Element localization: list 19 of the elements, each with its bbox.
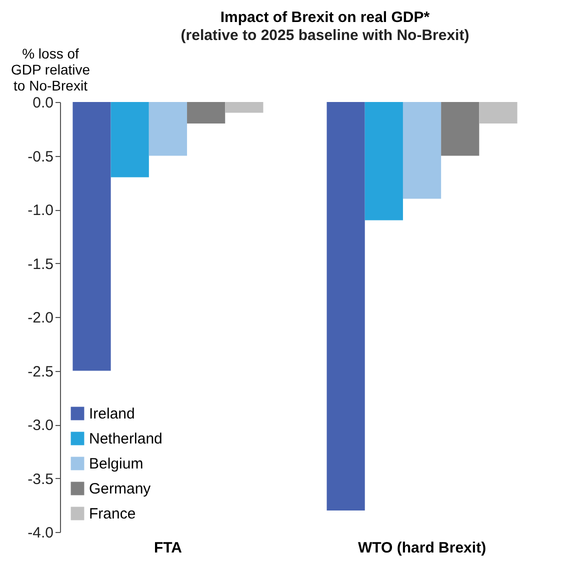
y-tick-label: -4.0	[28, 524, 54, 542]
chart-subtitle: (relative to 2025 baseline with No-Brexit)	[180, 27, 470, 44]
y-tick-label: -2.5	[28, 363, 54, 380]
legend-label: Ireland	[89, 406, 135, 422]
y-tick-label: -3.5	[28, 470, 54, 488]
x-tick-label: FTA	[154, 540, 182, 556]
legend-label: Germany	[89, 480, 152, 498]
legend-label: Belgium	[89, 456, 144, 472]
y-tick-label: -1.5	[28, 256, 54, 273]
y-tick-label: 0.0	[32, 94, 54, 112]
y-tick-label: -0.5	[28, 148, 54, 166]
chart-title: Impact of Brexit on real GDP*	[220, 9, 430, 26]
y-tick-label: -2.0	[28, 310, 54, 326]
y-axis-title: % loss of GDP relative to No-Brexit	[10, 46, 90, 94]
y-tick-label: -3.0	[28, 417, 54, 434]
legend-label: France	[89, 506, 136, 522]
y-tick-label: -1.0	[28, 202, 54, 219]
legend-label: Netherland	[89, 430, 162, 448]
x-tick-label: WTO (hard Brexit)	[358, 540, 486, 556]
